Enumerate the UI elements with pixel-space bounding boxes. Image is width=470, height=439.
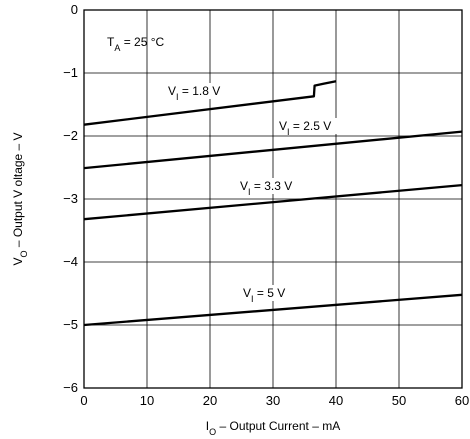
curve-layer xyxy=(83,80,463,327)
series-line xyxy=(83,80,337,126)
series-line xyxy=(83,183,463,221)
y-tick-label: 0 xyxy=(71,2,78,17)
x-tick-label: 40 xyxy=(329,393,343,408)
series-label: VI = 1.8 V xyxy=(168,84,220,102)
series-label: VI = 5 V xyxy=(243,286,285,304)
annotation-label: TA = 25 °C xyxy=(107,35,165,53)
series-line xyxy=(83,293,463,327)
plot-frame xyxy=(83,9,463,389)
y-tick-label: −2 xyxy=(63,128,78,143)
x-tick-label: 30 xyxy=(266,393,280,408)
series-label-bg xyxy=(165,83,237,99)
x-tick-label: 60 xyxy=(455,393,469,408)
series-label: VI = 2.5 V xyxy=(279,119,331,137)
label-layer: 0 10 20 30 40 50 60 0 −1 −2 −3 −4 −5 −6 VI = 1.8 V VI =… xyxy=(11,2,469,437)
x-tick-label: 20 xyxy=(203,393,217,408)
series-label-bg xyxy=(237,178,313,194)
series-line xyxy=(83,130,463,170)
x-axis-title: IO – Output Current – mA xyxy=(206,419,340,437)
series-label-bg xyxy=(276,118,352,134)
x-tick-label: 10 xyxy=(140,393,154,408)
x-tick-label: 0 xyxy=(80,393,87,408)
y-tick-label: −3 xyxy=(63,191,78,206)
y-tick-label: −5 xyxy=(63,317,78,332)
x-tick-label: 50 xyxy=(392,393,406,408)
y-tick-label: −4 xyxy=(63,254,78,269)
y-tick-label: −6 xyxy=(63,380,78,395)
y-tick-label: −1 xyxy=(63,65,78,80)
y-axis-title: VO – Output V oltage – V xyxy=(11,132,29,265)
series-label-bg xyxy=(240,285,298,301)
series-label: VI = 3.3 V xyxy=(240,179,292,197)
grid-layer xyxy=(84,10,462,388)
